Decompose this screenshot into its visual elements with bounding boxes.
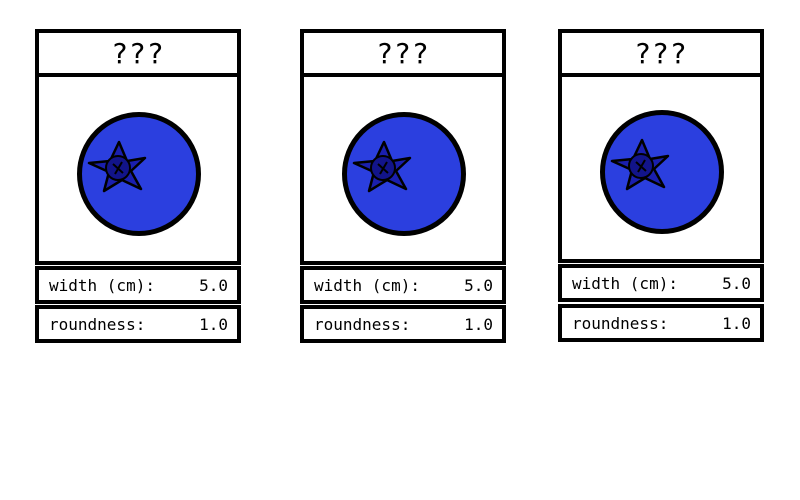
stat-value: 1.0 <box>199 314 228 334</box>
stat-row-width: width (cm): 5.0 <box>558 264 764 302</box>
stat-row-roundness: roundness: 1.0 <box>35 305 241 343</box>
stat-label: roundness: <box>572 313 669 333</box>
stat-value: 1.0 <box>722 313 751 333</box>
card-name: ??? <box>300 29 506 77</box>
stat-label: width (cm): <box>49 275 155 295</box>
card-art <box>558 73 764 263</box>
stat-value: 5.0 <box>464 275 493 295</box>
card-name: ??? <box>35 29 241 77</box>
card-art <box>300 73 506 265</box>
stat-label: width (cm): <box>314 275 420 295</box>
stat-value: 5.0 <box>199 275 228 295</box>
stat-value: 1.0 <box>464 314 493 334</box>
stat-row-roundness: roundness: 1.0 <box>558 304 764 342</box>
blueberry-icon <box>77 112 201 236</box>
blueberry-icon <box>342 112 466 236</box>
card-name: ??? <box>558 29 764 77</box>
stat-value: 5.0 <box>722 273 751 293</box>
stat-label: roundness: <box>314 314 411 334</box>
stat-row-roundness: roundness: 1.0 <box>300 305 506 343</box>
stat-row-width: width (cm): 5.0 <box>35 266 241 304</box>
stat-label: roundness: <box>49 314 146 334</box>
card-art <box>35 73 241 265</box>
blueberry-icon <box>600 110 724 234</box>
stat-label: width (cm): <box>572 273 678 293</box>
stat-row-width: width (cm): 5.0 <box>300 266 506 304</box>
